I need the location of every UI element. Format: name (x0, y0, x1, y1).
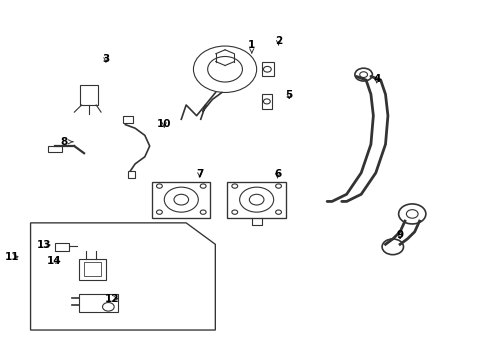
Text: 14: 14 (46, 256, 61, 266)
Text: 10: 10 (157, 118, 171, 129)
Bar (47, 146, 62, 153)
Bar (122, 116, 132, 123)
Bar (227, 182, 285, 217)
Text: 6: 6 (273, 169, 281, 179)
Text: 9: 9 (396, 230, 403, 240)
Text: 2: 2 (274, 36, 282, 46)
Text: 7: 7 (196, 168, 203, 179)
Bar (55, 243, 69, 251)
Text: 5: 5 (285, 90, 292, 100)
Text: 12: 12 (105, 294, 119, 303)
Bar (261, 94, 272, 109)
Text: 1: 1 (248, 40, 255, 53)
Bar (80, 85, 98, 105)
Text: 13: 13 (37, 240, 51, 250)
Text: 11: 11 (5, 252, 20, 262)
Bar (261, 62, 273, 76)
Bar (84, 262, 101, 276)
Bar (152, 182, 210, 217)
Bar (127, 171, 135, 178)
Text: 4: 4 (372, 74, 380, 84)
Text: 8: 8 (60, 137, 73, 147)
Text: 3: 3 (102, 54, 109, 64)
Bar (79, 294, 118, 312)
Bar (79, 258, 106, 280)
